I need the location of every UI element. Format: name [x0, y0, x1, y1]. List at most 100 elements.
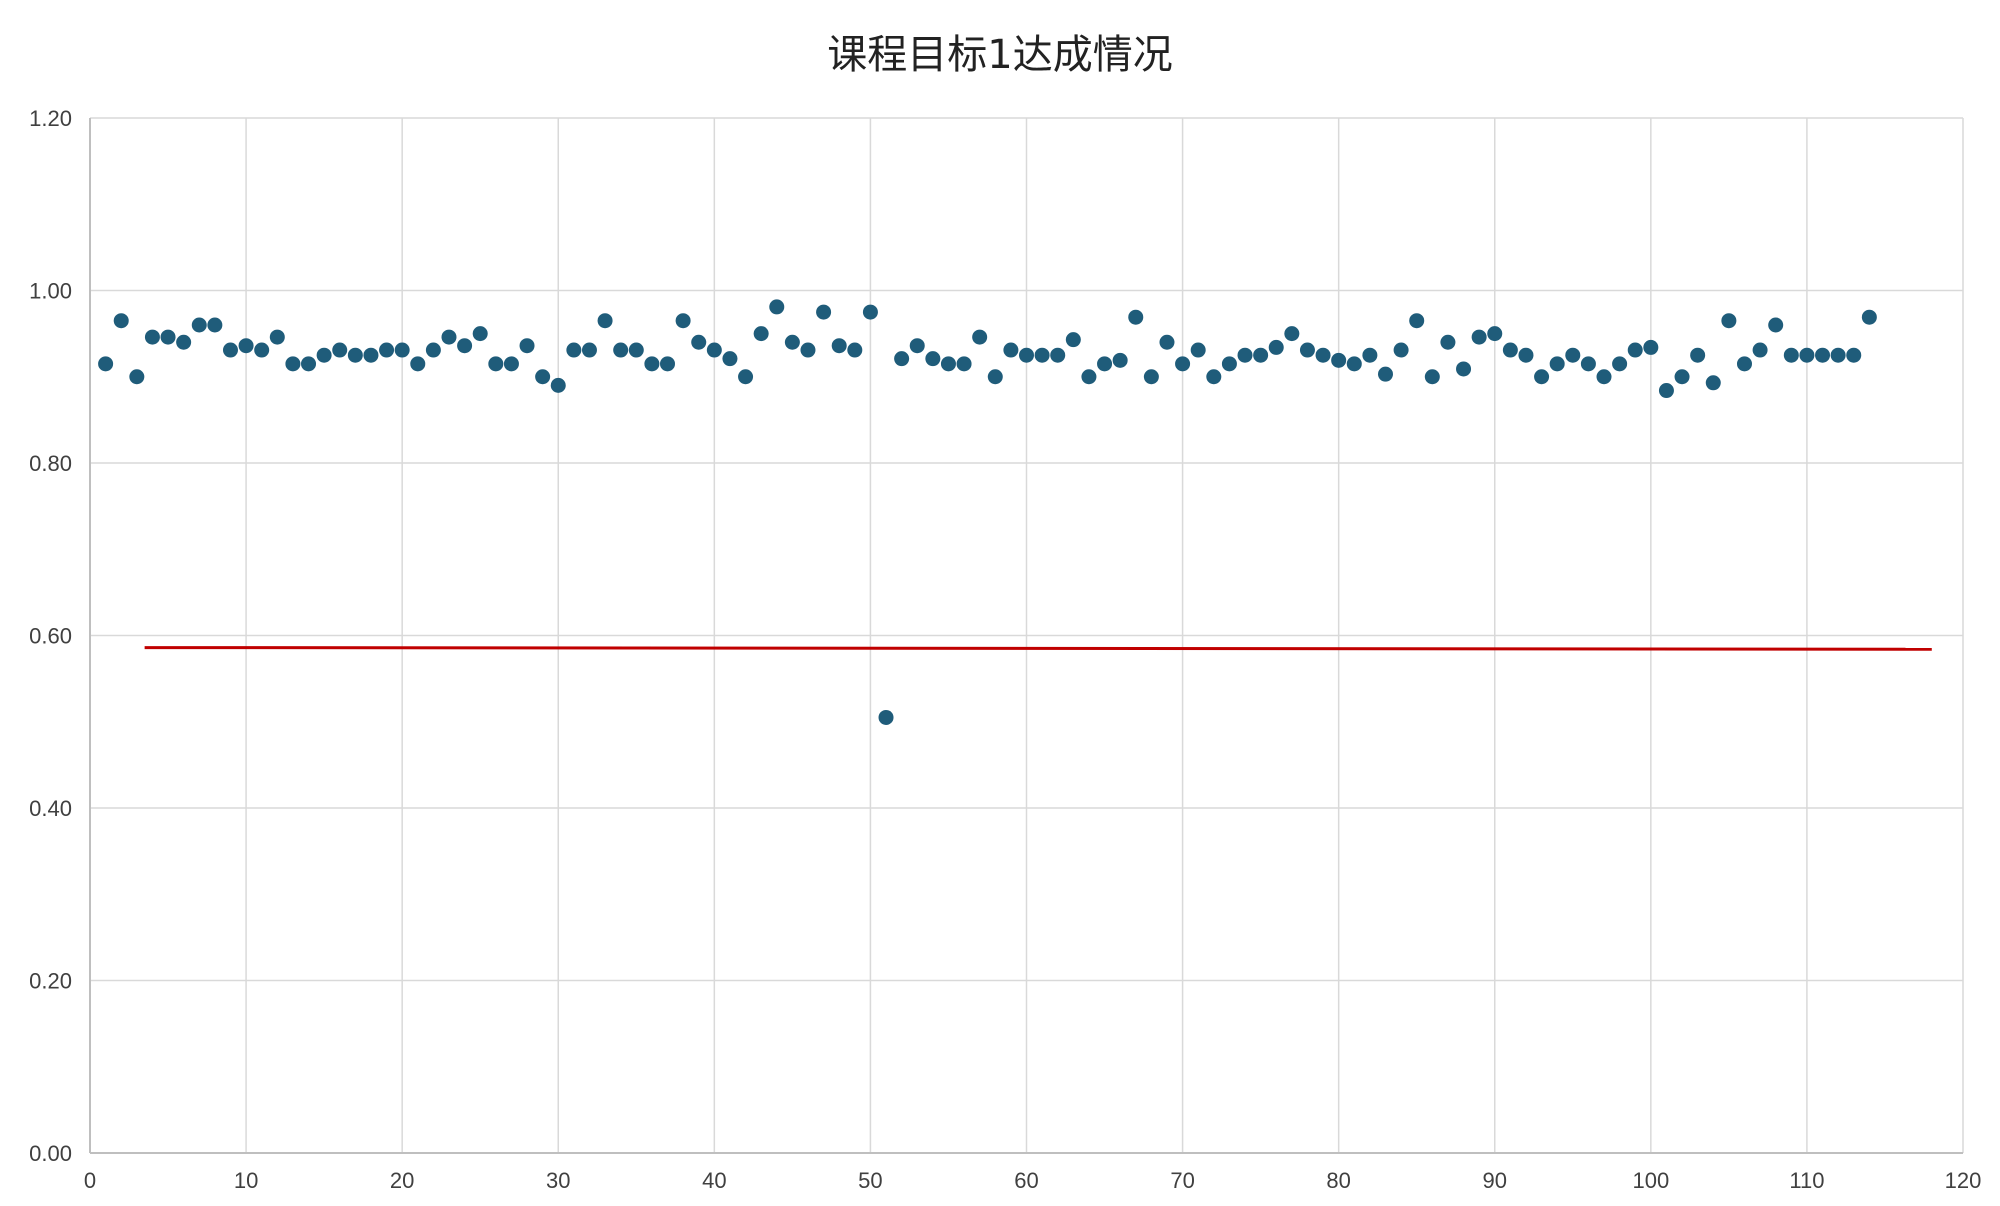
data-point — [1612, 356, 1628, 372]
data-point — [1362, 347, 1378, 363]
data-point — [316, 347, 332, 363]
y-tick-label: 0.80 — [29, 451, 72, 476]
data-point — [1815, 347, 1831, 363]
data-point — [1112, 352, 1128, 368]
data-point — [441, 329, 457, 345]
data-point — [628, 342, 644, 358]
data-point — [488, 356, 504, 372]
data-point — [1752, 342, 1768, 358]
data-point — [831, 338, 847, 354]
y-tick-label: 0.60 — [29, 624, 72, 649]
data-point — [1097, 356, 1113, 372]
data-point — [894, 351, 910, 367]
data-point — [1502, 342, 1518, 358]
data-point — [550, 377, 566, 393]
data-point — [597, 313, 613, 329]
data-point — [191, 317, 207, 333]
data-point — [1424, 369, 1440, 385]
data-point — [285, 356, 301, 372]
data-point — [816, 304, 832, 320]
data-point — [1034, 347, 1050, 363]
data-point — [1549, 356, 1565, 372]
data-point — [769, 299, 785, 315]
chart-title: 课程目标1达成情况 — [827, 32, 1173, 78]
data-point — [581, 342, 597, 358]
data-point — [1565, 347, 1581, 363]
data-point — [847, 342, 863, 358]
data-point — [1081, 369, 1097, 385]
data-point — [1846, 347, 1862, 363]
data-point — [878, 709, 894, 725]
data-point — [862, 304, 878, 320]
x-tick-label: 60 — [1014, 1168, 1038, 1193]
x-tick-label: 80 — [1326, 1168, 1350, 1193]
data-point — [207, 317, 223, 333]
data-point — [753, 326, 769, 342]
data-point — [144, 329, 160, 345]
data-point — [98, 356, 114, 372]
data-point — [1674, 369, 1690, 385]
data-point — [1627, 342, 1643, 358]
y-tick-label: 1.00 — [29, 279, 72, 304]
data-point — [1471, 329, 1487, 345]
data-point — [1830, 347, 1846, 363]
data-point — [909, 338, 925, 354]
x-tick-label: 10 — [234, 1168, 258, 1193]
data-point — [394, 342, 410, 358]
data-point — [1143, 369, 1159, 385]
y-tick-label: 1.20 — [29, 106, 72, 131]
data-point — [1721, 313, 1737, 329]
data-point — [1159, 334, 1175, 350]
data-point — [940, 356, 956, 372]
x-tick-label: 70 — [1170, 1168, 1194, 1193]
data-point — [1206, 369, 1222, 385]
data-point — [1331, 352, 1347, 368]
x-tick-label: 110 — [1789, 1168, 1824, 1193]
threshold-line — [144, 646, 1932, 651]
data-point — [222, 342, 238, 358]
x-tick-label: 30 — [546, 1168, 570, 1193]
data-point — [1050, 347, 1066, 363]
data-point — [1658, 383, 1674, 399]
data-point — [1409, 313, 1425, 329]
data-point — [363, 347, 379, 363]
data-point — [691, 334, 707, 350]
data-point — [706, 342, 722, 358]
data-point — [425, 342, 441, 358]
data-point — [410, 356, 426, 372]
data-point — [1580, 356, 1596, 372]
data-point — [1065, 332, 1081, 348]
data-point — [472, 326, 488, 342]
data-point — [800, 342, 816, 358]
x-tick-label: 50 — [858, 1168, 882, 1193]
x-tick-label: 0 — [84, 1168, 96, 1193]
data-point — [1237, 347, 1253, 363]
data-point — [1799, 347, 1815, 363]
data-point — [519, 338, 535, 354]
x-tick-label: 120 — [1945, 1168, 1982, 1193]
data-point — [254, 342, 270, 358]
data-point — [503, 356, 519, 372]
x-tick-label: 100 — [1632, 1168, 1669, 1193]
data-point — [660, 356, 676, 372]
data-point — [1440, 334, 1456, 350]
data-point — [972, 329, 988, 345]
x-tick-label: 40 — [702, 1168, 726, 1193]
data-point — [1487, 326, 1503, 342]
data-point — [176, 334, 192, 350]
data-points — [98, 299, 1877, 725]
data-point — [347, 347, 363, 363]
data-point — [113, 313, 129, 329]
data-point — [1315, 347, 1331, 363]
y-tick-label: 0.20 — [29, 969, 72, 994]
data-point — [1596, 369, 1612, 385]
data-point — [1736, 356, 1752, 372]
threshold-line-layer — [144, 646, 1932, 651]
data-point — [1783, 347, 1799, 363]
data-point — [613, 342, 629, 358]
data-point — [457, 338, 473, 354]
data-point — [1253, 347, 1269, 363]
grid-lines — [90, 117, 1964, 1153]
data-point — [129, 369, 145, 385]
